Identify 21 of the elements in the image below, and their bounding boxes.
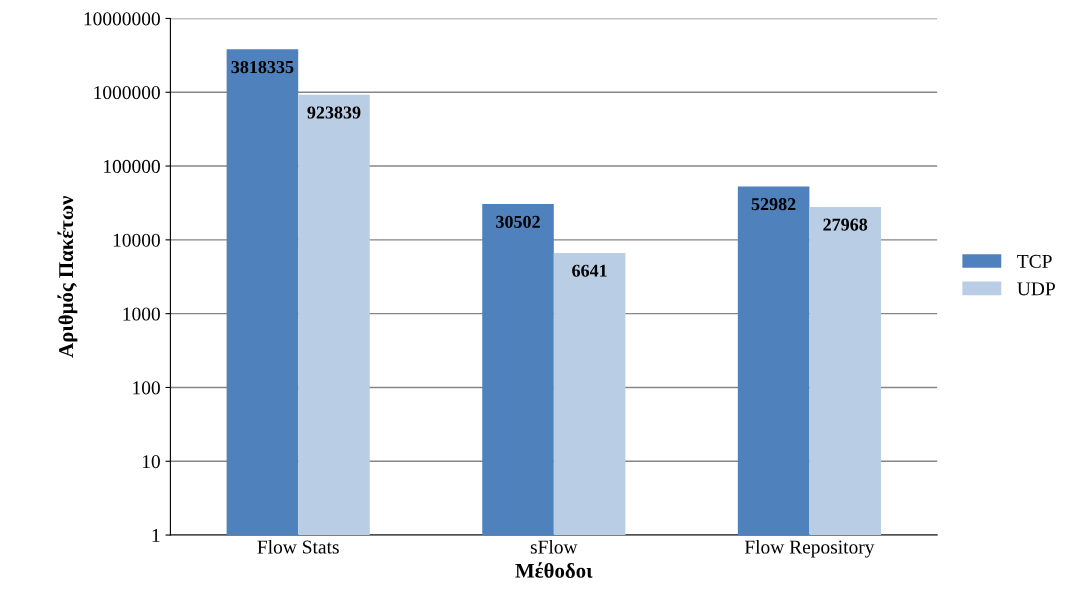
- y-tick-label: 100: [133, 381, 160, 395]
- data-label: 30502: [496, 215, 540, 228]
- x-tick-label: Flow Stats: [257, 539, 339, 554]
- data-label: 27968: [823, 218, 868, 231]
- y-tick-label: 10000000: [84, 12, 160, 26]
- y-tick-label: 1: [152, 528, 160, 542]
- y-tick-label: 1000: [123, 307, 160, 321]
- x-tick-label: sFlow: [530, 539, 578, 554]
- data-label: 3818335: [231, 60, 294, 74]
- y-tick-label: 10: [142, 455, 160, 469]
- data-label: 923839: [307, 106, 361, 119]
- y-tick-label: 1000000: [94, 86, 160, 100]
- data-label: 6641: [572, 264, 607, 277]
- legend-label: TCP: [1017, 254, 1052, 268]
- x-tick-label: Flow Repository: [744, 539, 875, 558]
- y-axis-title: Αριθμός Πακέτων: [57, 195, 78, 358]
- y-tick-label: 100000: [104, 159, 160, 173]
- legend-label: UDP: [1017, 282, 1055, 296]
- x-axis-title: Μέθοδοι: [515, 562, 593, 578]
- data-label: 52982: [751, 198, 796, 211]
- y-tick-label: 10000: [113, 233, 160, 247]
